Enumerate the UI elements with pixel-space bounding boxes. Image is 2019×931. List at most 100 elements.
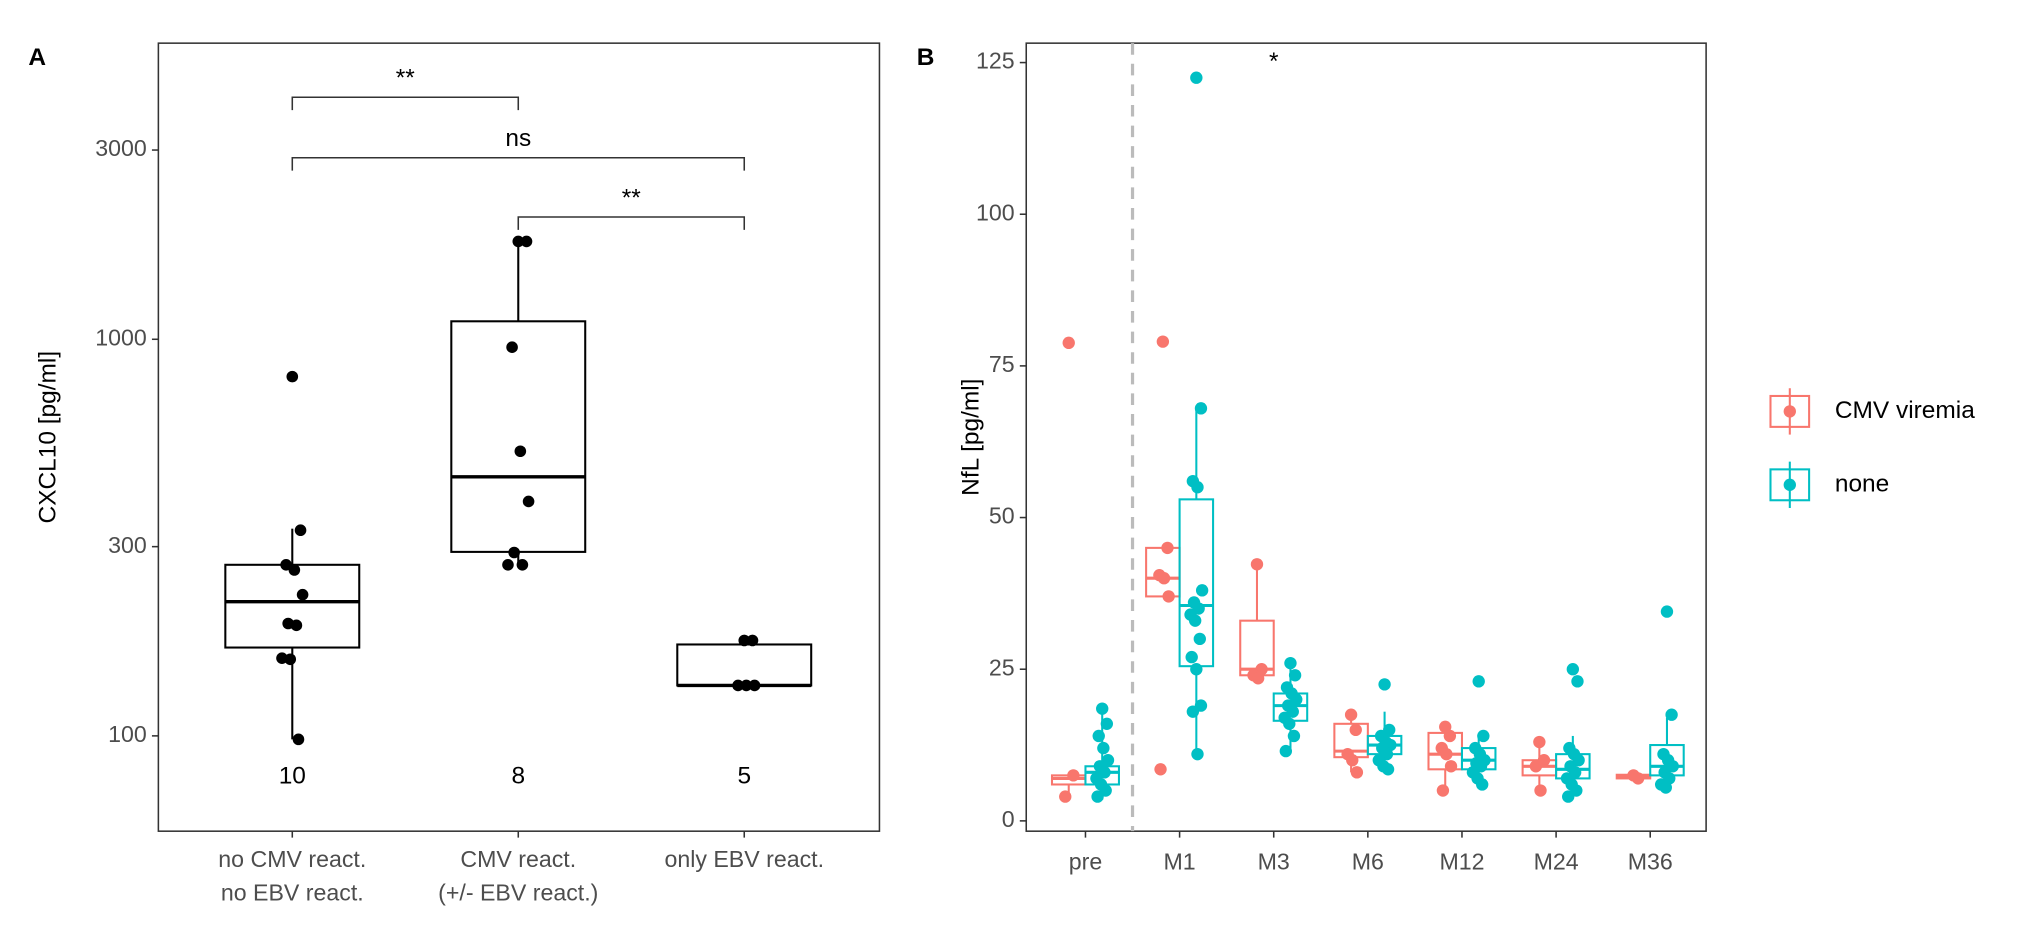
point (1443, 729, 1457, 743)
y-tick-label: 300 (108, 532, 147, 558)
point (1476, 778, 1489, 791)
annotation: * (1269, 48, 1279, 75)
point (1378, 678, 1391, 691)
point (1283, 717, 1296, 730)
count-label: 5 (737, 763, 751, 790)
point (522, 495, 535, 508)
box (676, 643, 813, 687)
legend-key (1783, 478, 1796, 491)
x-tick-label: M12 (1439, 849, 1484, 875)
point (1186, 705, 1200, 718)
point (292, 733, 305, 746)
y-tick-label: 0 (1002, 806, 1015, 832)
box (224, 563, 361, 649)
point (1571, 675, 1584, 688)
legend-label: none (1835, 470, 1889, 497)
x-tick-label: (+/- EBV react.) (438, 879, 598, 905)
point (1156, 335, 1170, 348)
x-tick-label: M6 (1352, 849, 1384, 875)
x-tick-label: M1 (1164, 849, 1196, 875)
point (740, 679, 753, 692)
panel-letter: B (917, 44, 935, 71)
x-tick-label: pre (1069, 849, 1102, 875)
point (1562, 790, 1575, 803)
point (1288, 669, 1302, 682)
x-tick-label: no CMV react. (218, 846, 366, 872)
point (732, 679, 744, 692)
point (1191, 747, 1204, 761)
panel-border (1025, 42, 1707, 832)
significance-label: ns (505, 125, 531, 152)
y-axis-label: NfL [pg/ml] (958, 379, 985, 496)
point (1190, 71, 1203, 84)
point (1193, 632, 1206, 646)
x-tick-label: M3 (1258, 849, 1290, 875)
x-tick-label: only EBV react. (664, 846, 824, 872)
point (1250, 558, 1264, 571)
panel-letter: A (28, 44, 46, 71)
point (1660, 605, 1674, 618)
point (1631, 772, 1645, 785)
point (1161, 541, 1174, 555)
significance-bracket (517, 216, 746, 230)
point (1440, 747, 1453, 761)
point (286, 370, 299, 383)
panel-border (157, 42, 881, 832)
point (1091, 790, 1104, 803)
point (1284, 656, 1297, 670)
count-label: 10 (279, 763, 306, 790)
point (284, 653, 297, 666)
point (1436, 784, 1450, 797)
point (1350, 766, 1364, 779)
point (1092, 729, 1105, 743)
x-tick-label: M24 (1534, 849, 1579, 875)
y-tick-label: 1000 (95, 324, 147, 350)
point (1097, 741, 1110, 755)
point (1157, 572, 1171, 585)
point (1287, 729, 1301, 743)
y-tick-label: 50 (989, 503, 1015, 529)
point (506, 341, 518, 353)
point (1067, 769, 1080, 782)
point (1194, 402, 1208, 415)
point (1346, 754, 1359, 767)
point (738, 634, 751, 647)
point (520, 235, 533, 248)
point (1185, 650, 1198, 664)
y-axis-label: CXCL10 [pg/ml] (34, 351, 61, 524)
point (1096, 702, 1109, 715)
point (512, 235, 525, 248)
y-tick-label: 125 (976, 48, 1015, 74)
point (1162, 590, 1175, 603)
point (1444, 760, 1458, 773)
y-tick-label: 3000 (95, 135, 147, 161)
point (1533, 735, 1546, 749)
point (280, 558, 292, 571)
significance-bracket (291, 96, 520, 111)
point (288, 564, 301, 576)
y-tick-label: 75 (989, 351, 1015, 377)
point (516, 558, 529, 571)
point (1344, 708, 1358, 721)
y-tick-label: 100 (976, 199, 1015, 225)
box (450, 320, 587, 553)
point (514, 445, 527, 458)
point (1472, 675, 1485, 688)
point (1190, 663, 1203, 676)
point (294, 524, 307, 537)
point (296, 588, 309, 601)
point (1659, 781, 1672, 794)
y-tick-label: 25 (989, 654, 1015, 680)
point (1195, 584, 1209, 597)
point (1534, 784, 1547, 797)
point (748, 679, 761, 692)
point (746, 634, 759, 647)
significance-label: ** (622, 184, 642, 211)
point (1529, 760, 1543, 773)
x-tick-label: no EBV react. (221, 879, 364, 905)
count-label: 8 (511, 763, 525, 790)
point (1188, 614, 1202, 627)
point (1100, 717, 1114, 730)
point (508, 546, 520, 559)
